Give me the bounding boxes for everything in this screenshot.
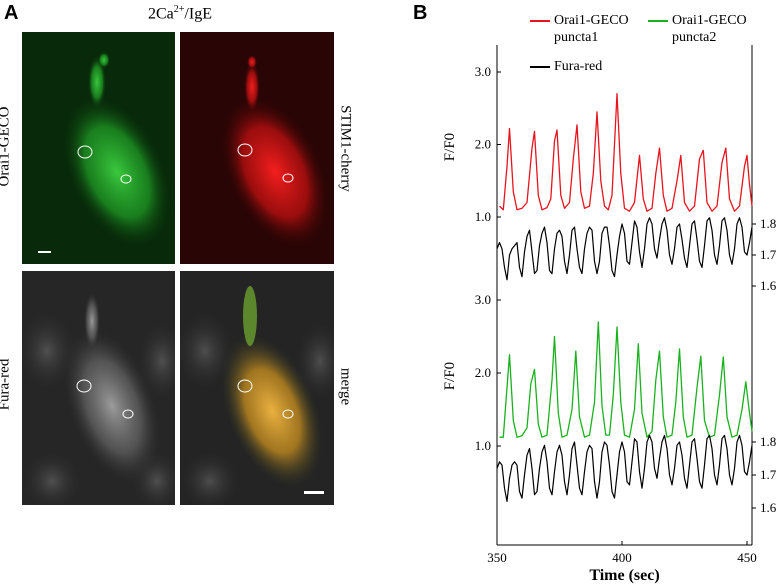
y-axis-label-top: F/F0 xyxy=(442,133,458,161)
line-chart: 1.0 2.0 3.0 1.6 1.7 1.8 F/F0 1.0 2.0 3.0 1.6 1.7 1.8… xyxy=(442,45,777,584)
label-orai1-geco: Orai1-GECO xyxy=(0,106,13,187)
micrograph-fura-red xyxy=(22,271,175,505)
y-tick-label-right-top: 1.6 xyxy=(760,278,777,293)
legend-puncta2-line1: Orai1-GECO xyxy=(672,13,747,28)
label-stim1-cherry: STIM1-cherry xyxy=(337,105,354,192)
y-tick-label-left-top: 3.0 xyxy=(475,64,491,79)
y-tick-label-right-top: 1.7 xyxy=(760,247,777,262)
panel-a-title: 2Ca2+/IgE xyxy=(148,4,212,23)
x-axis-label: Time (sec) xyxy=(589,567,659,584)
series-line-fura-bottom xyxy=(496,434,753,502)
y-tick-label-right-top: 1.8 xyxy=(760,216,776,231)
x-tick-label: 450 xyxy=(737,550,757,565)
y-tick-label-right-bottom: 1.7 xyxy=(760,467,777,482)
y-axis-label-bottom: F/F0 xyxy=(442,362,458,390)
micrograph-stim1-cherry xyxy=(180,32,334,264)
title-main: 2Ca xyxy=(148,5,174,23)
y-tick-label-left-bottom: 3.0 xyxy=(475,292,491,307)
y-tick-label-left-top: 1.0 xyxy=(475,209,491,224)
y-tick-label-left-bottom: 2.0 xyxy=(475,365,491,380)
series-line-fura-top xyxy=(496,217,753,281)
panel-b-letter: B xyxy=(413,2,428,24)
y-tick-label-right-bottom: 1.8 xyxy=(760,434,776,449)
legend-swatch-puncta2 xyxy=(648,20,668,22)
x-tick-label: 350 xyxy=(487,550,507,565)
micrograph-merge xyxy=(180,271,334,505)
legend-puncta2-line2: puncta2 xyxy=(672,30,717,45)
legend-label-puncta1: Orai1-GECO puncta1 xyxy=(554,12,629,46)
label-fura-red: Fura-red xyxy=(0,358,13,411)
series-line-peaks_puncta2 xyxy=(499,321,753,438)
micrograph-orai1-geco xyxy=(22,32,175,264)
title-tail: /IgE xyxy=(184,5,212,23)
legend-label-fura: Fura-red xyxy=(554,59,603,74)
legend-swatch-puncta1 xyxy=(530,20,550,22)
label-merge: merge xyxy=(337,367,354,406)
y-tick-label-left-bottom: 1.0 xyxy=(475,438,491,453)
legend: Orai1-GECO puncta1 Orai1-GECO puncta2 Fu… xyxy=(530,12,780,82)
x-tick-label: 400 xyxy=(612,550,632,565)
legend-puncta1-line1: Orai1-GECO xyxy=(554,13,629,28)
y-tick-label-left-top: 2.0 xyxy=(475,137,491,152)
legend-swatch-fura xyxy=(530,66,550,68)
legend-puncta1-line2: puncta1 xyxy=(554,30,599,45)
title-sup: 2+ xyxy=(173,4,185,15)
y-tick-label-right-bottom: 1.6 xyxy=(760,500,777,515)
series-line-peaks_puncta1 xyxy=(499,93,753,212)
legend-label-puncta2: Orai1-GECO puncta2 xyxy=(672,12,747,46)
panel-a-letter: A xyxy=(4,2,19,24)
